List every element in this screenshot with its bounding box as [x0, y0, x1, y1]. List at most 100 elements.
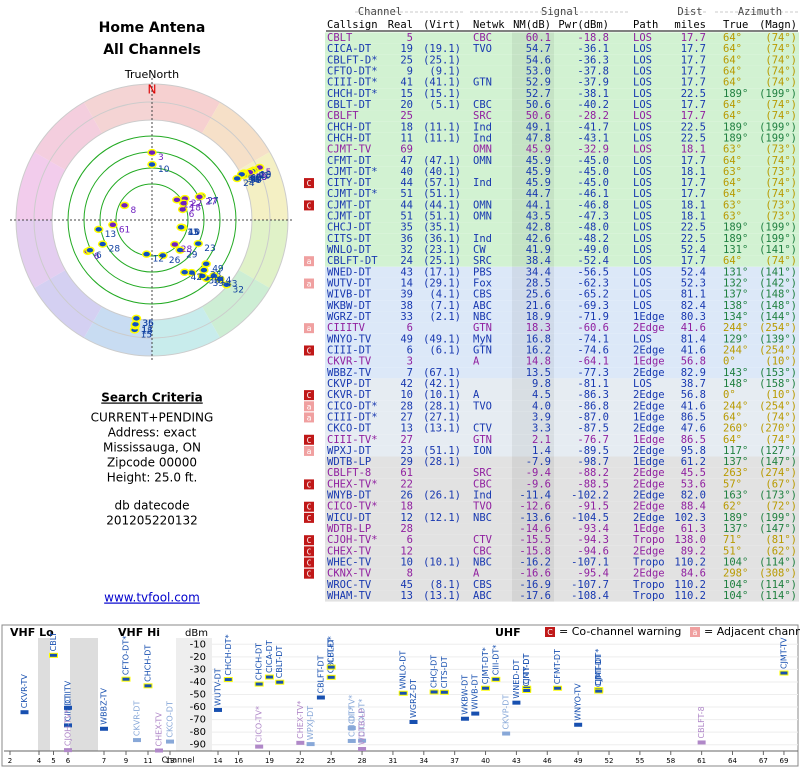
cell-netwk: SRC [473, 255, 492, 267]
cell-miles: 61.3 [681, 523, 706, 535]
cell-path: LOS [633, 188, 652, 200]
cell-pwr: -48.0 [577, 222, 609, 234]
cell-real: 13 [400, 590, 413, 602]
cell-real: 33 [400, 311, 413, 323]
cell-nm: 21.6 [526, 300, 551, 312]
cell-true: 64° [723, 99, 742, 111]
cell-nm: 52.7 [526, 88, 551, 100]
cell-magn: (254°) [759, 400, 797, 412]
cell-true: 51° [723, 545, 742, 557]
signal-label: WPXJ-DT [306, 706, 315, 740]
y-tick-label: -60 [190, 702, 206, 713]
nm-cell-bg [512, 210, 554, 223]
db-value: 201205220132 [106, 514, 198, 528]
cell-real: 10 [400, 557, 413, 569]
cell-callsign: CIII-DT [327, 344, 372, 356]
db-label: db datecode [114, 499, 189, 513]
station-channel: 12 [183, 200, 194, 210]
station-channel: 8 [131, 206, 137, 216]
row-bg [325, 43, 799, 55]
cell-path: LOS [633, 99, 652, 111]
cell-virt: (17.1) [423, 266, 461, 278]
nm-cell-bg [512, 389, 554, 401]
warning-code: C [307, 559, 312, 568]
cell-nm: -16.2 [519, 557, 551, 569]
cell-miles: 22.5 [681, 222, 706, 234]
cell-magn: (74°) [765, 411, 797, 423]
nm-cell-bg [512, 367, 554, 379]
station-marker [158, 251, 168, 260]
signal-bar [491, 676, 501, 682]
x-tick-label: 11 [144, 757, 153, 765]
y-tick-label: -80 [190, 727, 206, 738]
cell-netwk: Ind [473, 233, 492, 245]
cell-magn: (74°) [765, 99, 797, 111]
band-label: UHF [495, 626, 521, 639]
warning-code: a [307, 280, 312, 289]
station-marker [131, 314, 142, 323]
station-channel: 10 [189, 228, 201, 238]
cell-path: 2Edge [633, 389, 665, 401]
cell-pwr: -45.0 [577, 177, 609, 189]
cell-magn: (270°) [759, 423, 797, 435]
cell-path: LOS [633, 378, 652, 390]
cell-pwr: -28.2 [577, 110, 609, 122]
cell-netwk: Ind [473, 132, 492, 144]
cell-path: 2Edge [633, 490, 665, 502]
cell-magn: (127°) [759, 445, 797, 457]
column-header: Real [388, 19, 413, 31]
cell-true: 64° [723, 255, 742, 267]
cell-true: 62° [723, 501, 742, 513]
cell-real: 3 [407, 356, 413, 368]
cell-miles: 52.4 [681, 244, 706, 256]
signal-bar [254, 681, 264, 687]
link[interactable]: www.tvfool.com [104, 591, 200, 605]
station-channel: 47 [251, 175, 262, 185]
signal-label: WNLO-DT [399, 651, 408, 690]
cell-pwr: -93.4 [577, 523, 609, 535]
cell-virt: (11.1) [423, 132, 461, 144]
cell-path: LOS [633, 88, 652, 100]
cell-netwk: CBC [473, 32, 492, 44]
warning-badge [304, 546, 314, 557]
cell-real: 44 [400, 177, 413, 189]
cell-magn: (74°) [765, 255, 797, 267]
cell-netwk: CBC [473, 478, 492, 490]
cell-callsign: CHCJ-DT [327, 222, 372, 234]
cell-pwr: -88.2 [577, 467, 609, 479]
cell-callsign: CFMT-DT [327, 155, 372, 167]
warning-code: C [307, 391, 312, 400]
cell-pwr: -48.2 [577, 233, 609, 245]
signal-bar [439, 689, 449, 695]
cell-real: 40 [400, 166, 413, 178]
cell-netwk: NBC [473, 311, 492, 323]
station-marker [193, 239, 204, 248]
cell-magn: (141°) [759, 266, 797, 278]
cell-magn: (81°) [765, 534, 797, 546]
station-channel: 13 [187, 228, 198, 238]
cell-virt: (10.1) [423, 557, 461, 569]
cell-nm: 42.6 [526, 233, 551, 245]
cell-true: 64° [723, 54, 742, 66]
signal-label: CHCH-DT* [224, 634, 233, 675]
x-tick-label: 13 [166, 757, 175, 765]
station-marker [221, 281, 232, 289]
cell-real: 15 [400, 88, 413, 100]
nm-cell-bg [512, 65, 554, 78]
nm-cell-bg [512, 99, 554, 111]
cell-virt: (23.1) [423, 244, 461, 256]
cell-pwr: -64.1 [577, 356, 609, 368]
cell-magn: (10°) [765, 389, 797, 401]
warning-code: C [307, 436, 312, 445]
cell-pwr: -76.7 [577, 434, 609, 446]
cell-callsign: WUTV-DT [327, 278, 372, 290]
cell-miles: 88.4 [681, 501, 706, 513]
station-channel: 44 [248, 175, 260, 185]
cell-path: 2Edge [633, 344, 665, 356]
cell-netwk: CBS [473, 289, 492, 301]
x-tick-label: 37 [450, 757, 459, 765]
cell-virt: (44.1) [423, 199, 461, 211]
cell-nm: -11.4 [519, 490, 551, 502]
x-tick-label: 14 [214, 757, 223, 765]
